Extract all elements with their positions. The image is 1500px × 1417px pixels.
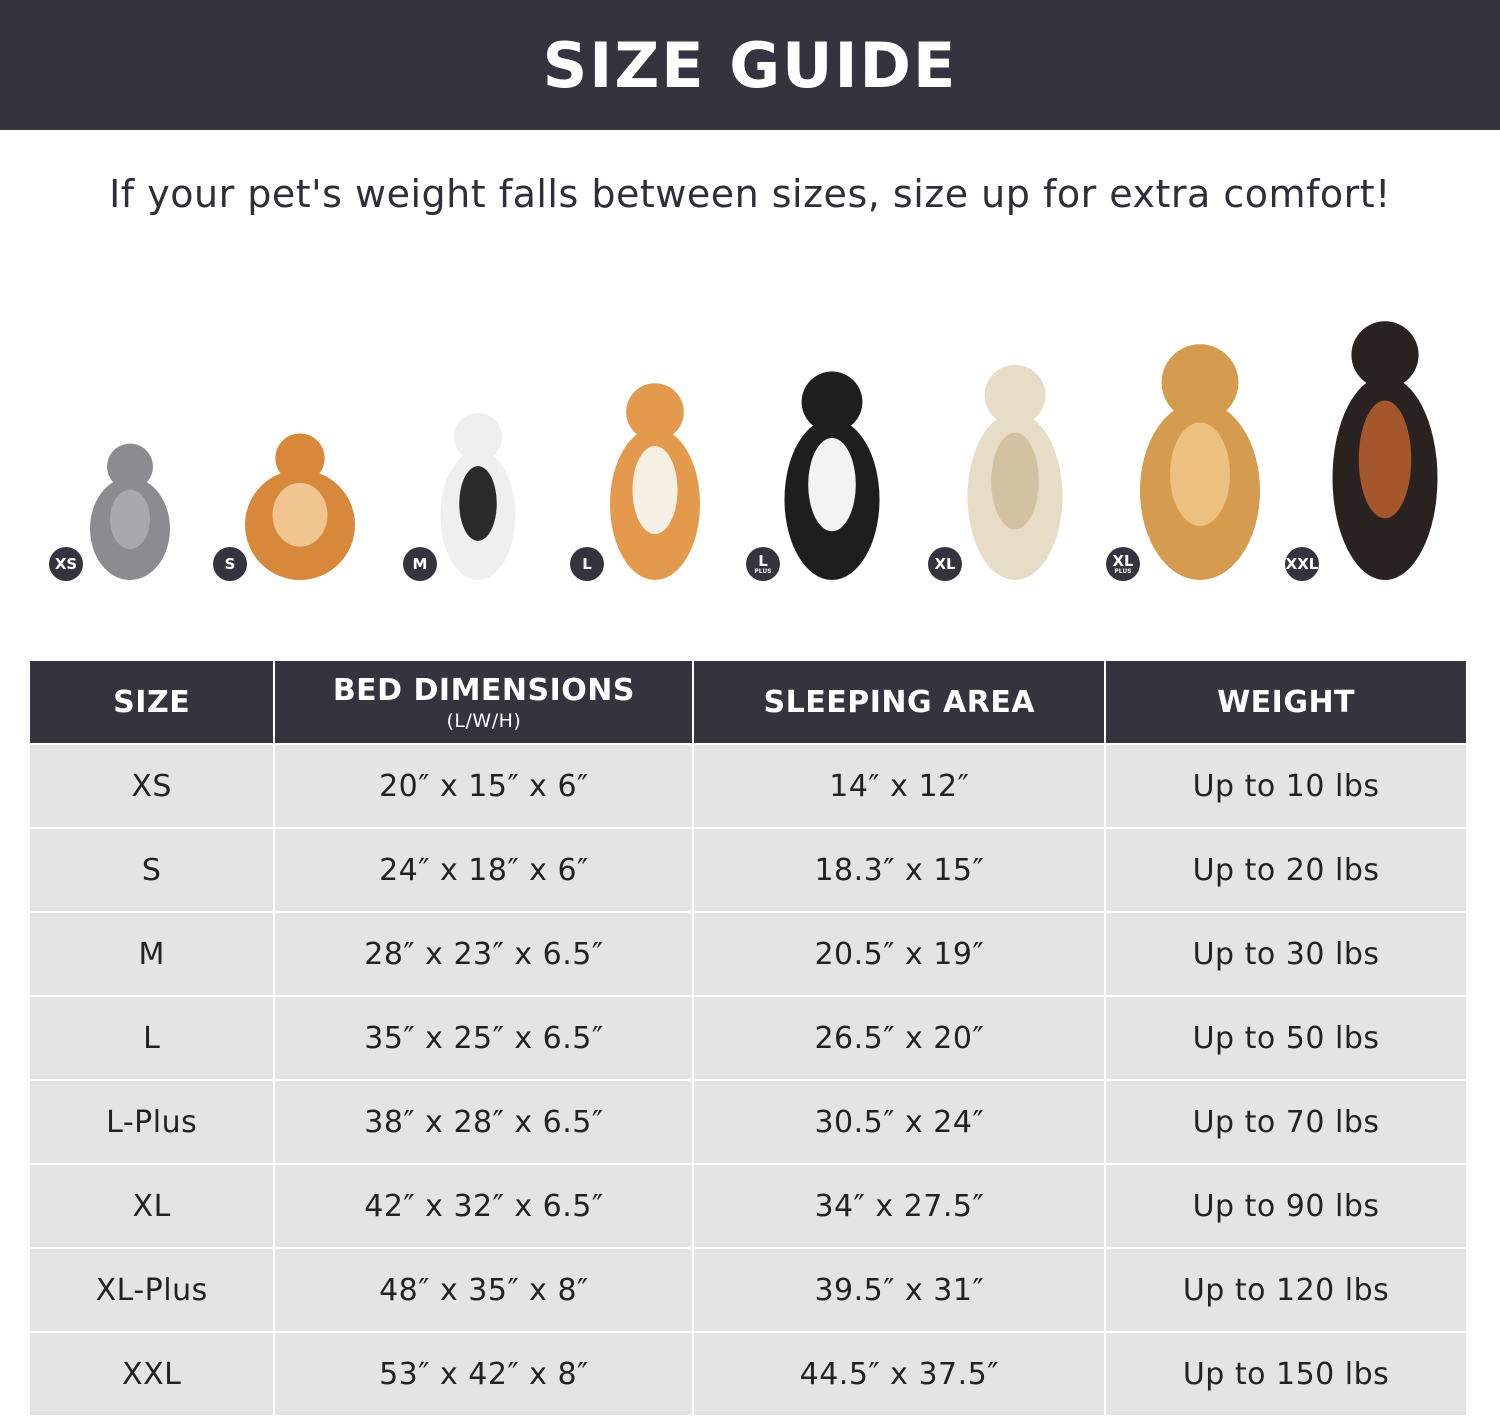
header-bed-label: BED DIMENSIONS [332,672,636,708]
badge-plus: PLUS [754,567,772,575]
size-badge: L [570,547,604,581]
size-badge: L PLUS [746,547,780,581]
badge-label: XL [934,554,956,573]
cell-weight: Up to 30 lbs [1106,913,1466,995]
header-size: SIZE [30,661,274,743]
cell-weight: Up to 20 lbs [1106,829,1466,911]
cell-area: 34″ x 27.5″ [694,1165,1105,1247]
size-badge: S [213,547,247,581]
cell-size: XL [30,1165,274,1247]
pet-lineup: XS S M L L PLUS XL XL PLUS XXL [0,300,1500,600]
cell-area: 39.5″ x 31″ [694,1249,1105,1331]
badge-label: XXL [1285,554,1319,573]
cell-area: 44.5″ x 37.5″ [694,1333,1105,1415]
cell-size: L [30,997,274,1079]
cell-bed: 48″ x 35″ x 8″ [275,1249,693,1331]
cell-bed: 20″ x 15″ x 6″ [275,745,693,827]
header-weight: WEIGHT [1106,661,1466,743]
size-badge: M [403,547,437,581]
cell-size: XXL [30,1333,274,1415]
badge-label: L [758,551,768,570]
page-title: SIZE GUIDE [542,28,958,102]
badge-label: L [582,554,592,573]
cell-area: 18.3″ x 15″ [694,829,1105,911]
title-banner: SIZE GUIDE [0,0,1500,130]
border-collie-icon [784,371,880,580]
golden-retriever-icon [1140,344,1260,580]
labrador-icon [967,364,1063,580]
shiba-inu-icon [610,383,700,580]
cell-weight: Up to 150 lbs [1106,1333,1466,1415]
doberman-icon [1332,321,1438,580]
table-row: S 24″ x 18″ x 6″ 18.3″ x 15″ Up to 20 lbs [30,829,1466,911]
table-row: XS 20″ x 15″ x 6″ 14″ x 12″ Up to 10 lbs [30,745,1466,827]
table-row: XL 42″ x 32″ x 6.5″ 34″ x 27.5″ Up to 90 lb… [30,1165,1466,1247]
cell-weight: Up to 120 lbs [1106,1249,1466,1331]
table-row: XL-Plus 48″ x 35″ x 8″ 39.5″ x 31″ Up to 12… [30,1249,1466,1331]
cell-bed: 28″ x 23″ x 6.5″ [275,913,693,995]
size-badge: XL PLUS [1106,547,1140,581]
cell-bed: 42″ x 32″ x 6.5″ [275,1165,693,1247]
sizing-tip: If your pet's weight falls between sizes… [109,172,1391,216]
table-row: L-Plus 38″ x 28″ x 6.5″ 30.5″ x 24″ Up to 7… [30,1081,1466,1163]
size-table: SIZE BED DIMENSIONS (L/W/H) SLEEPING AREA… [28,659,1468,1417]
cell-area: 30.5″ x 24″ [694,1081,1105,1163]
table-header-row: SIZE BED DIMENSIONS (L/W/H) SLEEPING AREA… [30,661,1466,743]
cell-weight: Up to 10 lbs [1106,745,1466,827]
cell-area: 26.5″ x 20″ [694,997,1105,1079]
cell-weight: Up to 50 lbs [1106,997,1466,1079]
header-bed-dimensions: BED DIMENSIONS (L/W/H) [275,661,693,743]
cell-size: XS [30,745,274,827]
cell-size: M [30,913,274,995]
cell-weight: Up to 90 lbs [1106,1165,1466,1247]
header-bed-sub: (L/W/H) [446,709,522,732]
cell-bed: 53″ x 42″ x 8″ [275,1333,693,1415]
badge-label: S [224,554,236,573]
cell-bed: 38″ x 28″ x 6.5″ [275,1081,693,1163]
table-row: L 35″ x 25″ x 6.5″ 26.5″ x 20″ Up to 50 lbs [30,997,1466,1079]
french-bulldog-icon [440,413,516,580]
badge-label: XS [54,554,78,573]
cell-size: XL-Plus [30,1249,274,1331]
badge-label: M [412,554,428,573]
size-badge: XXL [1285,547,1319,581]
header-sleeping-area: SLEEPING AREA [694,661,1105,743]
cat-icon [90,443,170,580]
cell-area: 20.5″ x 19″ [694,913,1105,995]
badge-label: XL [1112,551,1134,570]
table-row: M 28″ x 23″ x 6.5″ 20.5″ x 19″ Up to 30 lbs [30,913,1466,995]
cell-size: S [30,829,274,911]
cell-bed: 35″ x 25″ x 6.5″ [275,997,693,1079]
cell-weight: Up to 70 lbs [1106,1081,1466,1163]
pet-illustrations [90,321,1438,580]
badge-plus: PLUS [1114,567,1132,575]
cell-bed: 24″ x 18″ x 6″ [275,829,693,911]
size-badge: XL [928,547,962,581]
table-row: XXL 53″ x 42″ x 8″ 44.5″ x 37.5″ Up to 150 … [30,1333,1466,1415]
pomeranian-icon [245,433,355,580]
cell-area: 14″ x 12″ [694,745,1105,827]
cell-size: L-Plus [30,1081,274,1163]
size-badge: XS [49,547,83,581]
